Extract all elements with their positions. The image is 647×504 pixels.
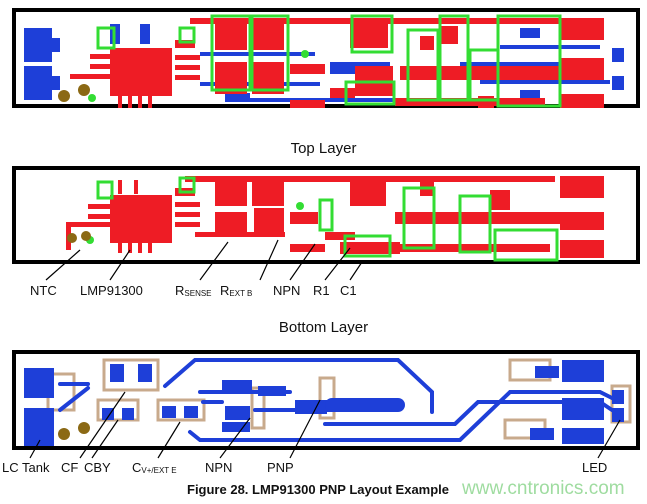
top-layer-board: [12, 166, 640, 264]
label-c1: C1: [340, 283, 357, 298]
rext-sub: EXT B: [229, 289, 253, 298]
label-npn-top: NPN: [273, 283, 301, 298]
leader-lines: [29, 239, 621, 459]
label-lmp91300: LMP91300: [80, 283, 143, 298]
cv-main: C: [132, 460, 142, 475]
rsense-main: R: [175, 283, 185, 298]
label-lc-tank: LC Tank: [2, 460, 50, 475]
watermark: www.cntronics.com: [462, 478, 625, 499]
label-rsense: RSENSE: [175, 283, 212, 298]
top-layer-title: Top Layer: [290, 140, 357, 157]
label-r1: R1: [313, 283, 330, 298]
label-cf: CF: [61, 460, 79, 475]
rsense-sub: SENSE: [184, 289, 212, 298]
label-led: LED: [582, 460, 608, 475]
label-pnp: PNP: [267, 460, 294, 475]
label-ntc: NTC: [30, 283, 57, 298]
label-rext-b: REXT B: [220, 283, 252, 298]
label-cby: CBY: [84, 460, 111, 475]
cv-sub: V+/EXT E: [141, 466, 177, 475]
label-npn-bottom: NPN: [205, 460, 233, 475]
bottom-layer-title: Bottom Layer: [278, 319, 369, 336]
composite-layer-board: [12, 8, 640, 108]
figure-caption: Figure 28. LMP91300 PNP Layout Example: [187, 482, 450, 497]
bottom-layer-board: [12, 350, 640, 450]
label-cv-ext-e: CV+/EXT E: [132, 460, 177, 475]
rext-main: R: [220, 283, 230, 298]
